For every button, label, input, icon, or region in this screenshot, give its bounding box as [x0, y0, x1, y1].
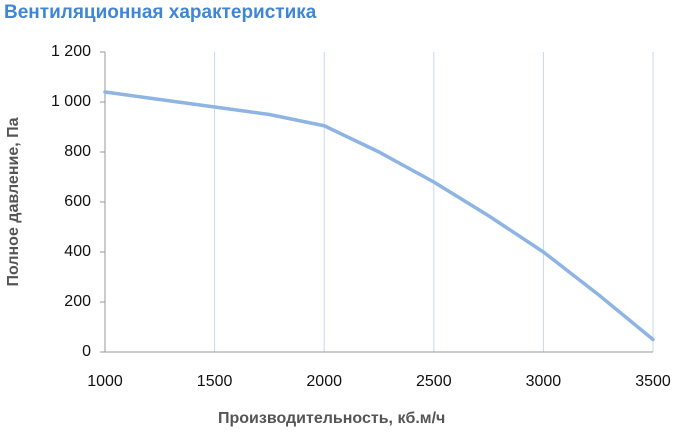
- x-tick-label: 2000: [306, 373, 342, 390]
- data-line: [103, 90, 655, 342]
- y-tick-label: 800: [64, 143, 91, 160]
- x-tick-label: 1500: [197, 373, 233, 390]
- x-tick-label: 2500: [416, 373, 452, 390]
- y-tick-label: 1 000: [51, 93, 91, 110]
- y-tick-label: 600: [64, 193, 91, 210]
- y-axis-label: Полное давление, Па: [5, 117, 22, 286]
- y-tick-label: 0: [82, 343, 91, 360]
- x-axis-label: Производительность, кб.м/ч: [218, 410, 445, 427]
- x-tick-label: 3000: [526, 373, 562, 390]
- y-tick-label: 1 200: [51, 43, 91, 60]
- y-tick-label: 200: [64, 293, 91, 310]
- x-tick-label: 3500: [635, 373, 671, 390]
- x-tick-label: 1000: [87, 373, 123, 390]
- chart-title: Вентиляционная характеристика: [4, 2, 317, 23]
- y-tick-label: 400: [64, 243, 91, 260]
